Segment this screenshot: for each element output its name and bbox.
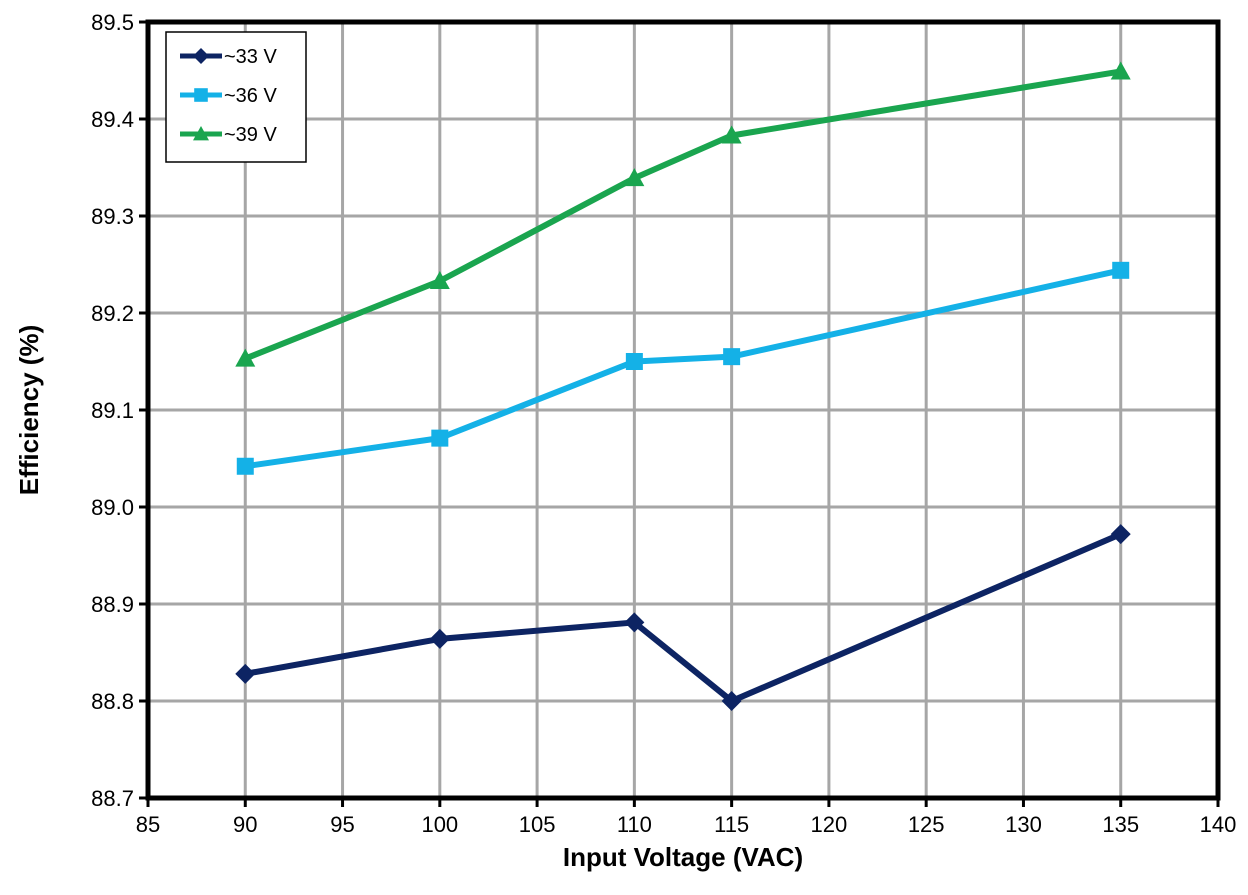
x-tick-label: 130 xyxy=(1005,812,1042,837)
legend-swatch-marker xyxy=(193,126,209,141)
gridlines xyxy=(148,22,1218,798)
x-tick-label: 90 xyxy=(233,812,257,837)
data-point-1 xyxy=(429,628,450,649)
x-tick-label: 115 xyxy=(714,812,749,837)
y-tick-label: 89.0 xyxy=(91,495,134,520)
y-tick-label: 88.8 xyxy=(91,689,134,714)
legend-swatch-marker xyxy=(193,48,209,64)
data-point-1 xyxy=(1110,524,1131,545)
x-tick-label: 95 xyxy=(330,812,354,837)
data-point-1 xyxy=(235,663,256,684)
y-tick-label: 89.3 xyxy=(91,204,134,229)
data-point-3 xyxy=(721,125,742,144)
legend-label: ~33 V xyxy=(224,46,277,68)
legend-label: ~39 V xyxy=(224,124,277,146)
data-point-2 xyxy=(1112,261,1130,279)
x-tick-label: 135 xyxy=(1102,812,1139,837)
x-tick-label: 85 xyxy=(136,812,160,837)
x-axis-title: Input Voltage (VAC) xyxy=(563,842,803,872)
y-tick-label: 88.9 xyxy=(91,592,134,617)
data-point-2 xyxy=(723,348,741,366)
series-markers xyxy=(235,61,1131,711)
data-point-1 xyxy=(721,691,742,711)
y-tick-label: 89.1 xyxy=(91,398,134,423)
data-point-2 xyxy=(625,353,643,370)
x-tick-label: 100 xyxy=(421,812,458,837)
x-tick-label: 140 xyxy=(1200,812,1237,837)
data-point-1 xyxy=(624,612,645,633)
axis-ticks xyxy=(139,20,1220,807)
data-point-3 xyxy=(235,348,256,367)
y-tick-label: 88.7 xyxy=(91,786,134,811)
y-tick-label: 89.5 xyxy=(91,10,134,35)
legend-swatch-marker xyxy=(194,88,208,102)
legend: ~33 V ~36 V ~39 V xyxy=(165,31,307,163)
data-point-2 xyxy=(431,429,449,447)
x-tick-labels: 85 90 95 100 105 110 115 120 125 130 135 140 xyxy=(136,812,1237,837)
x-tick-label: 110 xyxy=(617,812,652,837)
x-tick-label: 105 xyxy=(519,812,556,837)
x-tick-label: 120 xyxy=(811,812,848,837)
data-point-2 xyxy=(236,457,254,475)
data-point-3 xyxy=(429,270,450,289)
x-tick-label: 125 xyxy=(908,812,945,837)
data-point-3 xyxy=(1110,61,1131,80)
y-axis-title: Efficiency (%) xyxy=(14,325,44,496)
y-tick-label: 89.2 xyxy=(91,301,134,326)
y-tick-labels: 88.7 88.8 88.9 89.0 89.1 89.2 89.3 89.4 89.5 xyxy=(91,10,134,811)
y-tick-label: 89.4 xyxy=(91,107,134,132)
data-point-3 xyxy=(624,168,645,187)
legend-label: ~36 V xyxy=(224,85,277,107)
